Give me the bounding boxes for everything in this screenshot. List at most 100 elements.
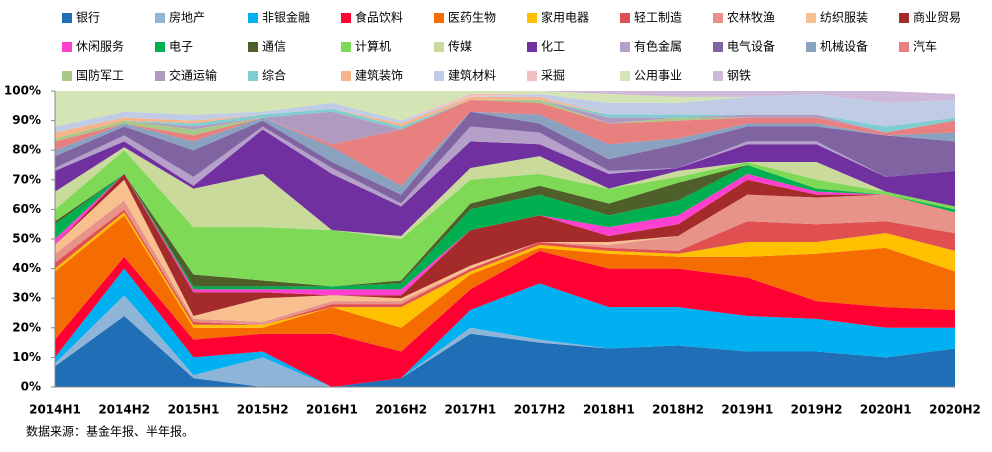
y-tick-label: 100% xyxy=(4,84,41,98)
legend-label: 公用事业 xyxy=(634,69,682,83)
legend-swatch xyxy=(713,13,723,23)
legend-swatch xyxy=(434,71,444,81)
x-tick-label: 2017H2 xyxy=(514,403,566,417)
y-tick-label: 40% xyxy=(12,261,41,275)
legend-swatch xyxy=(341,13,351,23)
legend-label: 纺织服装 xyxy=(820,11,868,25)
area xyxy=(55,99,955,186)
x-tick-label: 2018H2 xyxy=(652,403,704,417)
legend-swatch xyxy=(806,13,816,23)
x-tick-label: 2015H1 xyxy=(168,403,220,417)
y-tick-label: 20% xyxy=(12,320,41,334)
x-tick-label: 2019H1 xyxy=(721,403,773,417)
x-tick-label: 2020H2 xyxy=(929,403,981,417)
legend-swatch xyxy=(155,42,165,52)
y-tick-label: 80% xyxy=(12,143,41,157)
y-tick-label: 30% xyxy=(12,291,41,305)
legend-label: 国防军工 xyxy=(76,68,124,83)
legend-label: 医药生物 xyxy=(448,11,496,25)
legend-label: 电子 xyxy=(169,40,193,54)
legend-label: 家用电器 xyxy=(541,10,589,25)
legend-swatch xyxy=(899,42,909,52)
area xyxy=(55,315,955,387)
legend-swatch xyxy=(62,42,72,52)
legend-swatch xyxy=(527,71,537,81)
legend-swatch xyxy=(434,42,444,52)
x-tick-label: 2016H1 xyxy=(306,403,358,417)
legend-label: 电气设备 xyxy=(727,39,775,54)
legend-label: 交通运输 xyxy=(169,68,217,83)
area xyxy=(55,93,955,133)
y-tick-label: 90% xyxy=(12,113,41,127)
area xyxy=(55,129,955,237)
legend-swatch xyxy=(248,71,258,81)
legend-label: 银行 xyxy=(76,11,100,25)
legend-swatch xyxy=(620,13,630,23)
legend-swatch xyxy=(248,42,258,52)
legend-swatch xyxy=(713,71,723,81)
legend-label: 建筑装饰 xyxy=(355,68,403,83)
legend-swatch xyxy=(620,71,630,81)
legend-label: 商业贸易 xyxy=(913,10,961,25)
area xyxy=(55,91,955,127)
legend-label: 食品饮料 xyxy=(355,10,403,25)
y-tick-label: 0% xyxy=(21,380,41,394)
legend-label: 钢铁 xyxy=(727,69,751,83)
area xyxy=(55,209,955,325)
area xyxy=(55,99,955,139)
legend-label: 房地产 xyxy=(169,10,205,25)
legend-swatch xyxy=(155,71,165,81)
legend-swatch xyxy=(341,71,351,81)
y-tick-label: 10% xyxy=(12,350,41,364)
legend-label: 建筑材料 xyxy=(448,68,496,83)
x-tick-label: 2015H2 xyxy=(237,403,289,417)
x-tick-label: 2020H1 xyxy=(860,403,912,417)
area xyxy=(55,147,955,239)
area xyxy=(55,126,955,207)
legend-swatch xyxy=(155,13,165,23)
x-tick-label: 2014H1 xyxy=(29,403,81,417)
area xyxy=(55,150,955,287)
legend-swatch xyxy=(248,13,258,23)
legend-label: 采掘 xyxy=(541,68,565,83)
area xyxy=(55,194,955,325)
x-tick-label: 2019H2 xyxy=(791,403,843,417)
legend-swatch xyxy=(62,71,72,81)
legend-label: 化工 xyxy=(541,40,565,54)
x-tick-label: 2016H2 xyxy=(375,403,427,417)
x-tick-label: 2014H2 xyxy=(98,403,150,417)
legend-label: 汽车 xyxy=(913,39,937,54)
legend-label: 农林牧渔 xyxy=(727,11,775,25)
legend-label: 计算机 xyxy=(355,39,391,54)
area xyxy=(55,99,955,145)
area xyxy=(55,268,955,387)
legend-swatch xyxy=(527,42,537,52)
y-tick-label: 70% xyxy=(12,172,41,186)
legend-swatch xyxy=(62,13,72,23)
area xyxy=(55,91,955,103)
legend-label: 非银金融 xyxy=(262,10,310,25)
y-tick-label: 60% xyxy=(12,202,41,216)
legend-label: 休闲服务 xyxy=(76,39,124,54)
legend-swatch xyxy=(341,42,351,52)
source-note: 数据来源：基金年报、半年报。 xyxy=(26,424,194,439)
area xyxy=(55,111,955,204)
y-tick-label: 50% xyxy=(12,232,41,246)
x-tick-label: 2018H1 xyxy=(583,403,635,417)
area xyxy=(55,250,955,387)
legend-swatch xyxy=(806,42,816,52)
legend-swatch xyxy=(434,13,444,23)
legend-label: 综合 xyxy=(262,68,286,83)
legend-swatch xyxy=(527,13,537,23)
legend-label: 传媒 xyxy=(448,39,472,54)
area xyxy=(55,96,955,139)
legend-swatch xyxy=(620,42,630,52)
legend-label: 通信 xyxy=(262,40,286,54)
legend-label: 轻工制造 xyxy=(634,11,682,25)
legend-label: 机械设备 xyxy=(820,39,868,54)
legend-label: 有色金属 xyxy=(634,39,682,54)
area xyxy=(55,215,955,352)
legend-swatch xyxy=(899,13,909,23)
legend-swatch xyxy=(713,42,723,52)
